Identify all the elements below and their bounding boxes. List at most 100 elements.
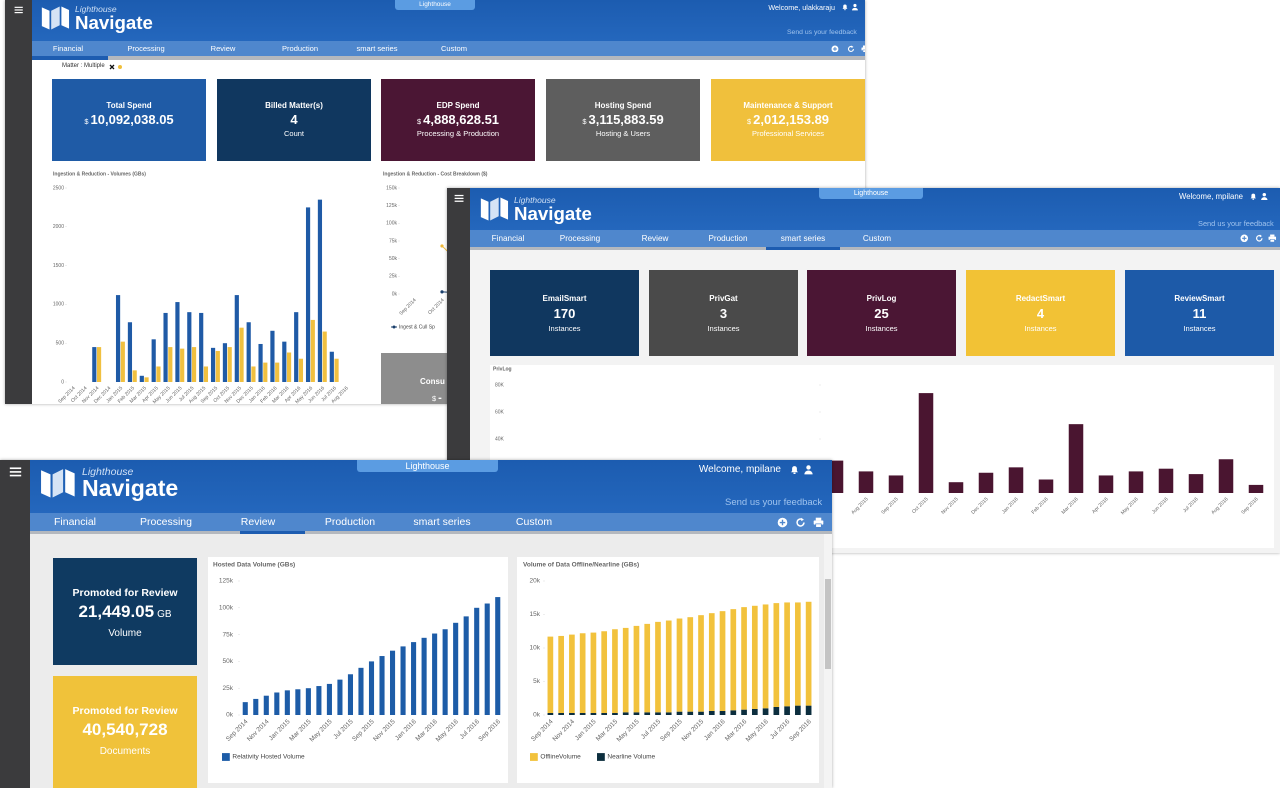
nav-item[interactable]: smart series bbox=[356, 44, 398, 53]
logo-panel bbox=[480, 198, 489, 221]
nav-item[interactable]: Custom bbox=[862, 234, 892, 243]
y-tick-label: 0k bbox=[533, 712, 541, 719]
icon-refresh[interactable] bbox=[847, 45, 855, 53]
app-tab[interactable]: Lighthouse bbox=[357, 460, 498, 472]
bar bbox=[1068, 424, 1084, 493]
sidebar bbox=[0, 460, 30, 788]
icon-user[interactable] bbox=[851, 3, 859, 11]
icon-part bbox=[815, 523, 822, 528]
kpi-card: RedactSmart 4 Instances bbox=[966, 270, 1115, 356]
icon-print[interactable] bbox=[1268, 234, 1277, 243]
card-subtitle: Professional Services bbox=[751, 129, 825, 138]
card-title: PrivLog bbox=[866, 294, 897, 303]
nav-item[interactable]: Processing bbox=[127, 44, 165, 53]
bar bbox=[326, 683, 332, 715]
icon-plus[interactable] bbox=[1240, 234, 1249, 243]
legend-label: Relativity Hosted Volume bbox=[232, 754, 305, 761]
icon-print[interactable] bbox=[813, 517, 824, 528]
bar bbox=[601, 712, 608, 715]
card-title: Total Spend bbox=[106, 101, 152, 110]
app-tab[interactable]: Lighthouse bbox=[395, 0, 475, 10]
bar bbox=[421, 637, 427, 715]
nav-active-indicator bbox=[32, 56, 108, 60]
bar bbox=[270, 330, 275, 382]
bar bbox=[784, 706, 790, 715]
bar bbox=[253, 698, 259, 715]
nav-item[interactable]: Review bbox=[641, 234, 669, 243]
icon-menu[interactable] bbox=[14, 5, 23, 14]
card-value-line: 3 bbox=[649, 306, 798, 321]
bar bbox=[918, 393, 934, 493]
bar bbox=[199, 312, 204, 382]
icon-bell[interactable] bbox=[1249, 192, 1258, 201]
logo-panel bbox=[41, 7, 50, 30]
kpi-card: Promoted for Review 40,540,728 Documents bbox=[53, 676, 197, 788]
y-tick-label: 75k bbox=[223, 631, 234, 638]
nav-item[interactable]: Financial bbox=[52, 44, 84, 53]
filter-remove[interactable] bbox=[109, 64, 115, 70]
icon-plus[interactable] bbox=[831, 45, 839, 53]
kpi-card: Promoted for Review 21,449.05 GB Volume bbox=[53, 558, 197, 665]
feedback-link[interactable]: Send us your feedback bbox=[725, 497, 823, 508]
card-value: 3,115,883.59 bbox=[588, 112, 664, 127]
bar bbox=[730, 710, 737, 715]
nav-item[interactable]: Review bbox=[240, 516, 276, 528]
bar bbox=[246, 322, 251, 382]
logo-title: Navigate bbox=[75, 11, 153, 33]
kpi-card: Total Spend $10,092,038.05 bbox=[52, 79, 206, 161]
icon-bell[interactable] bbox=[789, 464, 800, 475]
bar bbox=[569, 712, 575, 715]
feedback-link[interactable]: Send us your feedback bbox=[1198, 219, 1274, 228]
icon-bell[interactable] bbox=[841, 3, 849, 11]
nav-item[interactable]: Custom bbox=[440, 44, 467, 53]
bar bbox=[210, 347, 216, 382]
y-tick-label: 150k bbox=[386, 185, 397, 191]
legend-swatch bbox=[222, 753, 230, 761]
y-tick-label: 500 bbox=[56, 341, 65, 347]
bar bbox=[590, 712, 597, 715]
feedback-link[interactable]: Send us your feedback bbox=[787, 29, 857, 36]
nav-item[interactable]: Financial bbox=[53, 516, 97, 528]
kpi-card: EDP Spend $4,888,628.51 Processing & Produ… bbox=[381, 79, 535, 161]
icon-print[interactable] bbox=[861, 45, 865, 53]
bar bbox=[633, 625, 640, 713]
bar bbox=[558, 635, 564, 713]
card-value-line: $3,115,883.59 bbox=[546, 112, 700, 127]
bar bbox=[579, 633, 586, 713]
icon-part bbox=[1256, 235, 1263, 242]
card-value-line: 11 bbox=[1125, 306, 1274, 321]
bar bbox=[274, 692, 280, 715]
nav-item[interactable]: Processing bbox=[140, 516, 192, 528]
nav-item[interactable]: smart series bbox=[413, 516, 471, 528]
bar bbox=[322, 331, 327, 382]
icon-menu[interactable] bbox=[454, 193, 464, 203]
bar bbox=[1218, 459, 1234, 493]
nav-item[interactable]: Processing bbox=[559, 234, 601, 243]
nav-item[interactable]: Production bbox=[324, 516, 376, 528]
nav-item[interactable]: Production bbox=[708, 234, 748, 243]
app-tab[interactable]: Lighthouse bbox=[819, 188, 923, 199]
icon-user[interactable] bbox=[1260, 192, 1269, 201]
bar bbox=[665, 712, 672, 715]
nav-item[interactable]: Custom bbox=[515, 516, 553, 528]
charts-layer: Hosted Data Volume (GBs) 0k 25k 50k 75k 100k 1… bbox=[208, 557, 819, 783]
icon-refresh[interactable] bbox=[795, 517, 806, 528]
logo-panel bbox=[61, 6, 70, 29]
logo-panel bbox=[490, 197, 499, 221]
icon-refresh[interactable] bbox=[1255, 234, 1264, 243]
nav-active-indicator bbox=[240, 531, 305, 534]
icon-menu[interactable] bbox=[9, 465, 22, 478]
scrollbar-thumb[interactable] bbox=[825, 579, 831, 669]
bar bbox=[495, 597, 501, 715]
nav-item[interactable]: Production bbox=[281, 44, 319, 53]
bar bbox=[730, 609, 737, 711]
bar bbox=[258, 343, 263, 382]
bar bbox=[741, 709, 747, 715]
nav-item[interactable]: Review bbox=[210, 44, 236, 53]
card-subtitle: Processing & Production bbox=[416, 129, 500, 138]
icon-plus[interactable] bbox=[777, 517, 788, 528]
nav-item[interactable]: Financial bbox=[491, 234, 525, 243]
card-value-line: 25 bbox=[807, 306, 956, 321]
nav-item[interactable]: smart series bbox=[780, 234, 826, 243]
icon-user[interactable] bbox=[803, 464, 814, 475]
